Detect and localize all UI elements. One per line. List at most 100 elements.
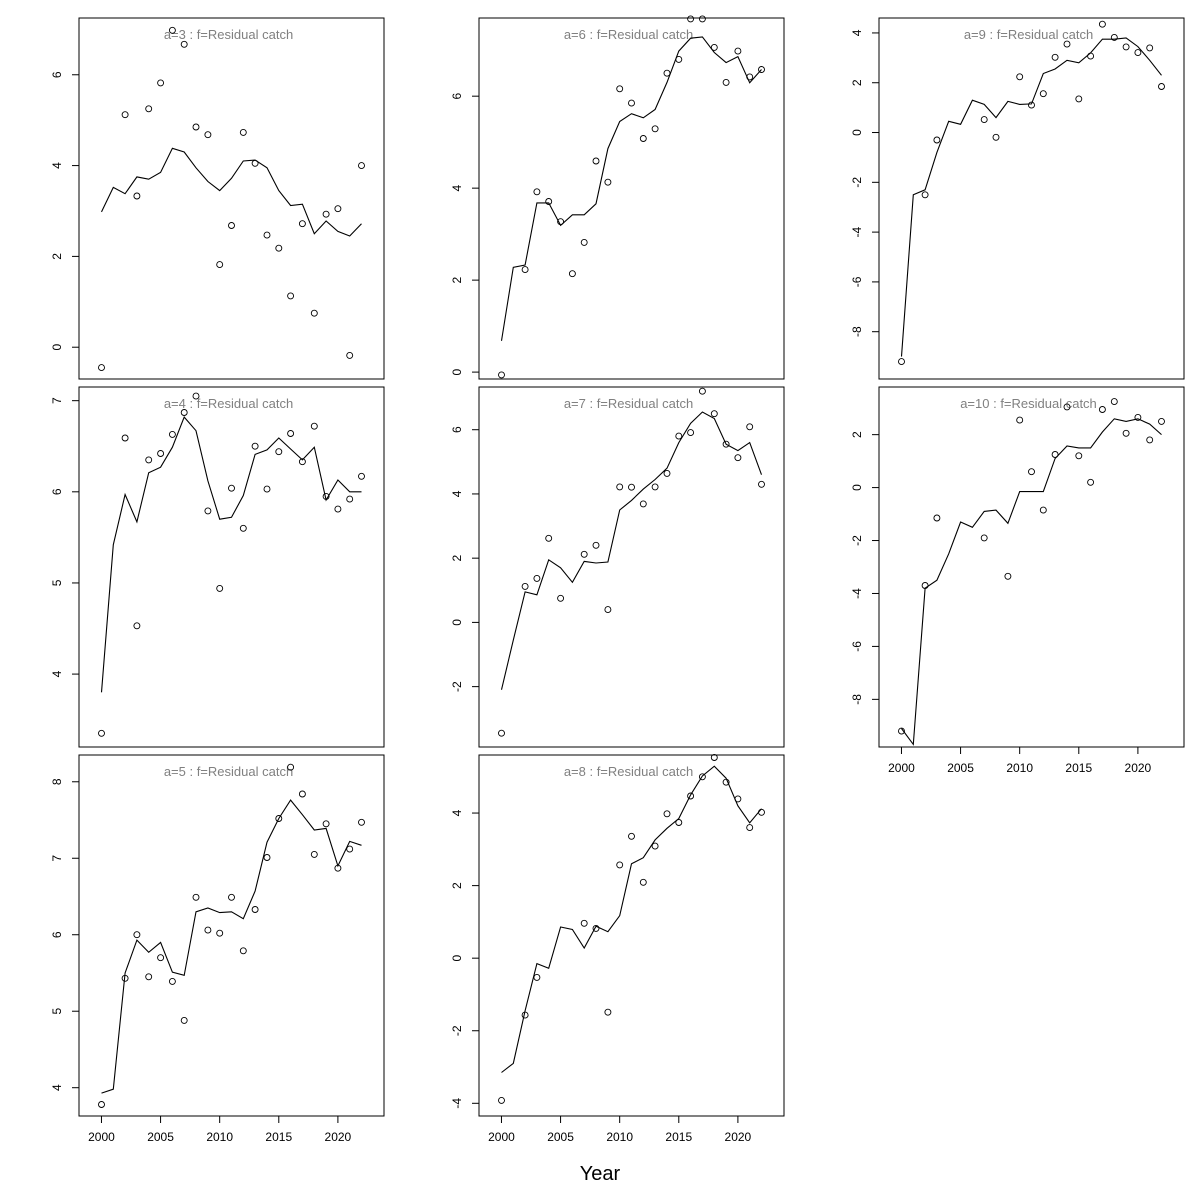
observed-point [698, 773, 706, 781]
observed-point [322, 492, 330, 500]
y-tick-label: 4 [450, 809, 464, 816]
observed-point [239, 524, 247, 532]
observed-point [263, 231, 271, 239]
y-tick-label: 0 [450, 619, 464, 626]
observed-point [498, 371, 505, 379]
observed-point [1063, 40, 1071, 48]
panel-title: a=5 : f=Residual catch [164, 764, 293, 779]
observed-point [322, 820, 330, 828]
observed-point [651, 842, 659, 850]
panel: a=6 : f=Residual catch 0 2 4 6 [450, 15, 785, 380]
observed-point [157, 79, 165, 87]
observed-point [121, 111, 129, 119]
observed-point [98, 364, 105, 372]
observed-point [133, 622, 141, 630]
observed-point [180, 409, 188, 416]
observed-point [498, 1096, 505, 1104]
observed-point [1134, 413, 1142, 421]
observed-point [545, 534, 553, 542]
observed-point [980, 116, 988, 124]
observed-point [628, 99, 635, 107]
panel-title: a=4 : f=Residual catch [164, 396, 293, 411]
observed-point [1158, 417, 1165, 425]
y-tick-label: -4 [450, 1098, 464, 1109]
observed-point [98, 729, 105, 737]
observed-point [334, 505, 342, 513]
observed-point [204, 926, 212, 934]
observed-point [145, 105, 153, 113]
observed-point [992, 133, 1000, 141]
plot-frame [878, 386, 1185, 748]
observed-point [698, 15, 706, 23]
observed-point [334, 205, 342, 213]
observed-point [1158, 83, 1165, 90]
observed-point [1075, 452, 1083, 460]
x-tick-label: 2015 [1065, 761, 1092, 775]
fitted-line [900, 37, 1162, 357]
observed-point [287, 292, 295, 300]
observed-point [604, 606, 612, 614]
fitted-line [101, 147, 362, 237]
y-tick-label: 2 [450, 276, 464, 283]
observed-point [204, 131, 212, 139]
fitted-line [500, 411, 763, 690]
y-tick-label: 7 [50, 855, 64, 862]
plot-frame [478, 386, 785, 748]
observed-point [275, 244, 283, 252]
observed-point [1134, 49, 1142, 57]
panel: a=10 : f=Residual catch -8 -6 -4 -2 0 2 2000 200… [850, 386, 1185, 775]
observed-point [287, 763, 295, 771]
observed-point [1051, 451, 1059, 458]
observed-point [557, 218, 565, 226]
observed-point [1122, 43, 1130, 51]
observed-point [734, 454, 742, 462]
observed-point [251, 442, 259, 450]
observed-point [687, 15, 695, 23]
observed-point [580, 238, 588, 246]
x-tick-label: 2010 [206, 1130, 233, 1144]
panel-title: a=8 : f=Residual catch [564, 764, 693, 779]
observed-point [1098, 406, 1106, 413]
observed-point [358, 472, 365, 480]
observed-point [263, 854, 271, 861]
y-tick-label: -2 [450, 1025, 464, 1036]
plot-frame [478, 754, 785, 1117]
y-tick-label: 4 [50, 670, 64, 677]
observed-point [98, 1101, 105, 1108]
observed-point [616, 483, 624, 491]
plot-frame [78, 17, 385, 380]
observed-point [580, 919, 588, 927]
observed-point [663, 69, 671, 77]
observed-point [722, 440, 730, 448]
observed-point [1028, 101, 1035, 109]
observed-point [675, 819, 683, 826]
y-tick-label: 2 [50, 253, 64, 260]
observed-point [604, 1008, 612, 1016]
y-tick-label: 4 [450, 490, 464, 497]
observed-point [239, 947, 247, 955]
x-tick-label: 2000 [88, 1130, 115, 1144]
observed-point [710, 410, 718, 418]
observed-point [298, 790, 306, 798]
observed-point [921, 582, 929, 589]
observed-point [298, 220, 306, 228]
observed-point [216, 929, 224, 937]
panel: a=7 : f=Residual catch -2 0 2 4 6 [450, 386, 785, 748]
observed-point [663, 469, 671, 477]
observed-point [1087, 52, 1095, 60]
y-tick-label: 6 [450, 426, 464, 433]
observed-point [1098, 20, 1106, 28]
observed-point [334, 864, 342, 872]
observed-point [133, 192, 141, 200]
observed-point [275, 815, 283, 822]
observed-point [734, 47, 742, 55]
observed-point [1016, 73, 1024, 81]
x-tick-label: 2005 [547, 1130, 574, 1144]
observed-point [228, 484, 235, 492]
fitted-line [101, 799, 362, 1094]
panel-title: a=7 : f=Residual catch [564, 396, 693, 411]
observed-point [698, 387, 706, 395]
observed-point [1016, 416, 1024, 424]
observed-point [1039, 506, 1047, 514]
observed-point [545, 198, 553, 205]
